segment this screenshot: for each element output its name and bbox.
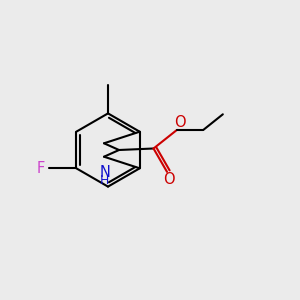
Text: F: F <box>37 161 45 176</box>
Text: H: H <box>100 174 109 187</box>
Text: N: N <box>99 165 110 180</box>
Text: O: O <box>174 115 186 130</box>
Text: O: O <box>163 172 174 187</box>
